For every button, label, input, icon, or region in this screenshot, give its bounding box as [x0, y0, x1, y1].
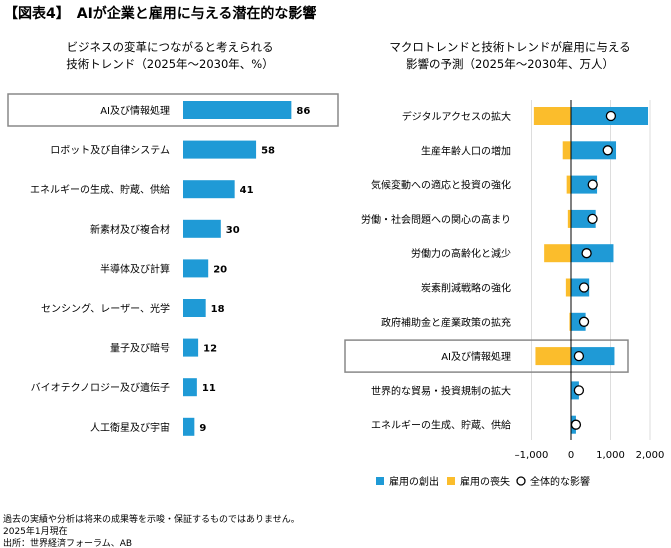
left-title-line: 技術トレンド（2025年～2030年、%）	[66, 57, 274, 71]
left-title-line: ビジネスの変革につながると考えられる	[66, 40, 274, 54]
bar-creation	[571, 209, 596, 228]
bar	[183, 180, 235, 199]
category-label: 世界的な貿易・投資規制の拡大	[371, 384, 511, 397]
right-title-line: マクロトレンドと技術トレンドが雇用に与える	[389, 40, 631, 54]
category-label: 気候変動への適応と投資の強化	[371, 179, 511, 192]
highlight-box	[7, 93, 339, 127]
category-label: 炭素削減戦略の強化	[421, 282, 511, 295]
legend-label: 全体的な影響	[530, 475, 590, 488]
net-impact-marker	[602, 145, 613, 156]
data-label: 12	[203, 344, 217, 355]
legend-swatch	[376, 477, 384, 485]
tick-label: –1,000	[515, 450, 549, 461]
net-impact-marker	[573, 350, 585, 362]
bar	[183, 417, 195, 436]
bar-loss	[569, 312, 571, 331]
bar-loss	[566, 175, 571, 194]
bar	[183, 101, 292, 119]
right-chart-title: マクロトレンドと技術トレンドが雇用に与える 影響の予測（2025年～2030年、…	[360, 39, 660, 73]
category-label: 人工衛星及び宇宙	[90, 421, 170, 434]
category-label: AI及び情報処理	[100, 104, 170, 117]
data-label: 58	[261, 146, 275, 157]
figure-title: 【図表4】 AIが企業と雇用に与える潜在的な影響	[4, 6, 317, 22]
data-label: 41	[240, 185, 254, 196]
category-label: 政府補助金と産業政策の拡充	[381, 316, 511, 329]
tick-label: 2,000	[636, 450, 665, 461]
bar	[183, 299, 206, 317]
footnote: 出所：世界経済フォーラム、AB	[3, 539, 133, 548]
category-label: 半導体及び計算	[100, 262, 170, 275]
bar	[183, 259, 209, 278]
category-label: 労働力の高齢化と減少	[411, 247, 511, 260]
right-title-line: 影響の予測（2025年～2030年、万人）	[405, 57, 615, 71]
legend-marker	[516, 476, 526, 486]
legend-label: 雇用の創出	[389, 475, 439, 488]
bar-loss	[535, 347, 571, 366]
net-impact-marker	[573, 385, 585, 396]
bar-loss	[544, 244, 571, 263]
highlight-box	[344, 339, 629, 373]
category-label: ロボット及び自律システム	[50, 144, 170, 157]
net-impact-marker	[605, 110, 617, 122]
data-label: 9	[199, 423, 206, 434]
category-label: バイオテクノロジー及び遺伝子	[31, 381, 170, 394]
net-impact-marker	[587, 179, 598, 190]
bar-loss	[565, 278, 571, 297]
bar	[183, 338, 199, 357]
net-impact-marker	[587, 213, 598, 225]
bar	[183, 219, 221, 238]
data-label: 18	[211, 304, 225, 315]
net-impact-marker	[581, 248, 592, 259]
category-label: エネルギーの生成、貯蔵、供給	[371, 419, 511, 432]
bar-loss	[562, 141, 571, 160]
category-label: センシング、レーザー、光学	[41, 302, 170, 315]
category-label: 労働・社会問題への関心の高まり	[361, 213, 511, 226]
category-label: 生産年齢人口の増加	[421, 144, 511, 157]
data-label: 30	[226, 225, 240, 236]
footnote: 2025年1月現在	[3, 527, 68, 537]
net-impact-marker	[578, 282, 590, 293]
legend-swatch	[447, 477, 455, 485]
bar-loss	[533, 107, 571, 125]
bar	[183, 140, 257, 159]
net-impact-marker	[570, 419, 582, 430]
net-impact-marker	[578, 316, 590, 327]
left-chart-title: ビジネスの変革につながると考えられる 技術トレンド（2025年～2030年、%）	[20, 39, 320, 73]
category-label: デジタルアクセスの拡大	[402, 110, 511, 123]
bar	[183, 378, 197, 397]
bar-creation	[571, 141, 617, 160]
tick-label: 0	[568, 450, 574, 461]
category-label: AI及び情報処理	[441, 350, 511, 363]
bar-creation	[571, 347, 615, 366]
data-label: 20	[213, 264, 227, 275]
data-label: 11	[202, 383, 216, 394]
data-label: 86	[296, 106, 310, 117]
category-label: エネルギーの生成、貯蔵、供給	[30, 183, 170, 196]
bar-creation	[571, 244, 614, 263]
legend-label: 雇用の喪失	[460, 475, 510, 488]
category-label: 量子及び暗号	[110, 342, 170, 355]
category-label: 新素材及び複合材	[90, 223, 170, 236]
footnote: 過去の実績や分析は将来の成果等を示唆・保証するものではありません。	[3, 515, 300, 525]
bar-loss	[567, 209, 571, 228]
tick-label: 1,000	[596, 450, 625, 461]
